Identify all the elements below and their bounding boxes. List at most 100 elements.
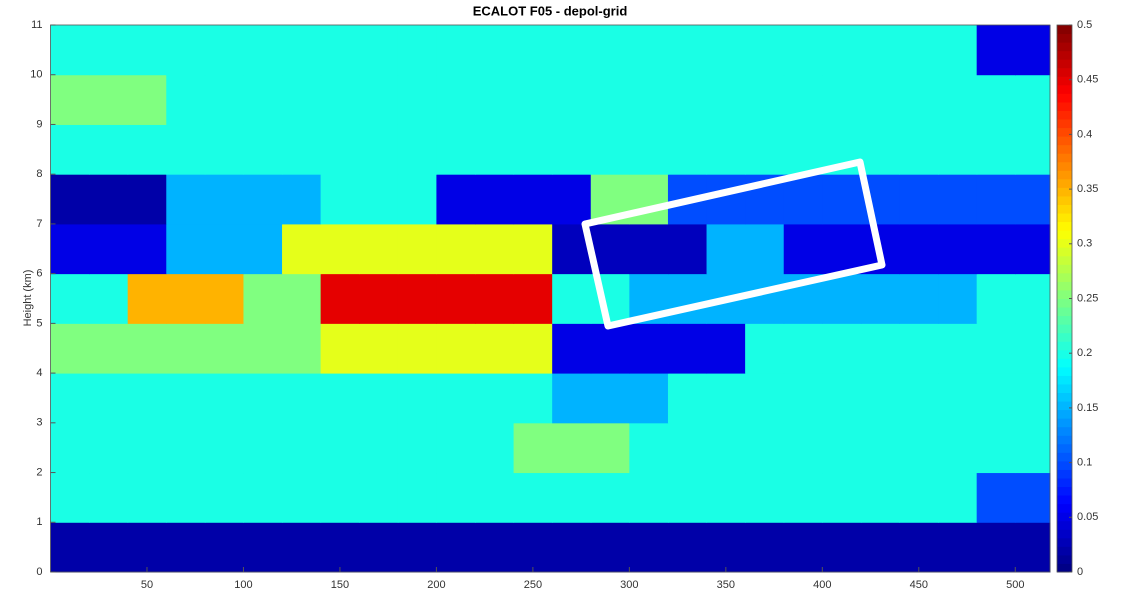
heatmap-cell bbox=[707, 373, 746, 423]
x-tick-label: 50 bbox=[141, 579, 153, 591]
heatmap-cell bbox=[629, 323, 668, 373]
heatmap-cell bbox=[243, 224, 282, 274]
heatmap-cell bbox=[282, 473, 321, 523]
heatmap-cell bbox=[205, 25, 244, 75]
heatmap-cell bbox=[707, 323, 746, 373]
colorbar-swatch bbox=[1057, 230, 1072, 239]
heatmap-cell bbox=[128, 473, 167, 523]
heatmap-cell bbox=[205, 124, 244, 174]
colorbar-swatch bbox=[1057, 358, 1072, 367]
heatmap-cell bbox=[128, 423, 167, 473]
heatmap-cell bbox=[128, 323, 167, 373]
heatmap-cell bbox=[938, 75, 977, 125]
colorbar-swatch bbox=[1057, 384, 1072, 393]
heatmap-cell bbox=[321, 25, 360, 75]
colorbar-swatch bbox=[1057, 435, 1072, 444]
heatmap-cell bbox=[1015, 373, 1050, 423]
heatmap-cell bbox=[166, 522, 205, 572]
heatmap-cell bbox=[243, 124, 282, 174]
colorbar-swatch bbox=[1057, 444, 1072, 453]
heatmap-cell bbox=[629, 224, 668, 274]
heatmap-cell bbox=[436, 75, 475, 125]
heatmap-cell bbox=[822, 75, 861, 125]
colorbar-swatch bbox=[1057, 299, 1072, 308]
colorbar-swatch bbox=[1057, 290, 1072, 299]
heatmap-cell bbox=[668, 323, 707, 373]
heatmap-cell bbox=[707, 75, 746, 125]
heatmap-cell bbox=[282, 423, 321, 473]
heatmap-cell bbox=[977, 75, 1016, 125]
heatmap-cell bbox=[475, 373, 514, 423]
colorbar-swatch bbox=[1057, 341, 1072, 350]
colorbar-swatch bbox=[1057, 273, 1072, 282]
heatmap-cell bbox=[321, 124, 360, 174]
colorbar-swatch bbox=[1057, 563, 1072, 572]
heatmap-cell bbox=[899, 473, 938, 523]
heatmap-cell bbox=[243, 75, 282, 125]
heatmap-cell bbox=[359, 473, 398, 523]
heatmap-cell bbox=[707, 25, 746, 75]
y-tick-label: 7 bbox=[36, 218, 42, 230]
heatmap-cell bbox=[205, 373, 244, 423]
heatmap-cell bbox=[282, 25, 321, 75]
heatmap-cell bbox=[629, 174, 668, 224]
heatmap-cell bbox=[552, 323, 591, 373]
heatmap-cell bbox=[822, 423, 861, 473]
colorbar-swatch bbox=[1057, 521, 1072, 530]
y-tick-label: 0 bbox=[36, 566, 42, 578]
colorbar-swatch bbox=[1057, 59, 1072, 68]
heatmap-cell bbox=[938, 522, 977, 572]
heatmap-cell bbox=[552, 522, 591, 572]
heatmap-cell bbox=[51, 274, 90, 324]
heatmap-cell bbox=[861, 323, 900, 373]
heatmap-cell bbox=[359, 274, 398, 324]
heatmap-cell bbox=[822, 522, 861, 572]
heatmap-cell bbox=[861, 75, 900, 125]
y-axis-label: Height (km) bbox=[22, 270, 34, 327]
heatmap-cell bbox=[89, 75, 128, 125]
chart-title: ECALOT F05 - depol-grid bbox=[473, 3, 628, 18]
heatmap-cell bbox=[668, 224, 707, 274]
heatmap-cell bbox=[1015, 124, 1050, 174]
heatmap-cell bbox=[51, 124, 90, 174]
heatmap-cell bbox=[668, 274, 707, 324]
heatmap-cell bbox=[514, 373, 553, 423]
heatmap-cell bbox=[861, 522, 900, 572]
heatmap-cell bbox=[552, 174, 591, 224]
heatmap-cell bbox=[128, 124, 167, 174]
heatmap-cell bbox=[1015, 174, 1050, 224]
colorbar-tick-label: 0.5 bbox=[1077, 19, 1092, 31]
heatmap-cell bbox=[359, 25, 398, 75]
colorbar-swatch bbox=[1057, 324, 1072, 333]
heatmap-cell bbox=[822, 323, 861, 373]
heatmap-cell bbox=[436, 174, 475, 224]
colorbar-tick-label: 0.15 bbox=[1077, 402, 1098, 414]
heatmap-cell bbox=[359, 522, 398, 572]
y-tick-label: 10 bbox=[30, 69, 42, 81]
heatmap-cell bbox=[514, 323, 553, 373]
heatmap-cell bbox=[938, 124, 977, 174]
heatmap-cell bbox=[128, 174, 167, 224]
heatmap-cell bbox=[707, 174, 746, 224]
heatmap-cell bbox=[514, 124, 553, 174]
heatmap-cell bbox=[282, 323, 321, 373]
heatmap-cell bbox=[899, 274, 938, 324]
heatmap-cell bbox=[552, 75, 591, 125]
heatmap-cell bbox=[398, 522, 437, 572]
colorbar-swatch bbox=[1057, 102, 1072, 111]
heatmap-cell bbox=[282, 124, 321, 174]
heatmap-cell bbox=[243, 473, 282, 523]
heatmap-cell bbox=[166, 373, 205, 423]
heatmap-cell bbox=[899, 124, 938, 174]
heatmap-cell bbox=[591, 373, 630, 423]
heatmap-cell bbox=[784, 423, 823, 473]
heatmap-cell bbox=[1015, 522, 1050, 572]
heatmap-cell bbox=[822, 174, 861, 224]
heatmap-cell bbox=[89, 224, 128, 274]
colorbar-swatch bbox=[1057, 25, 1072, 34]
heatmap-cell bbox=[899, 373, 938, 423]
heatmap-cell bbox=[89, 373, 128, 423]
heatmap-cell bbox=[475, 473, 514, 523]
heatmap-cell bbox=[166, 124, 205, 174]
colorbar-swatch bbox=[1057, 76, 1072, 85]
